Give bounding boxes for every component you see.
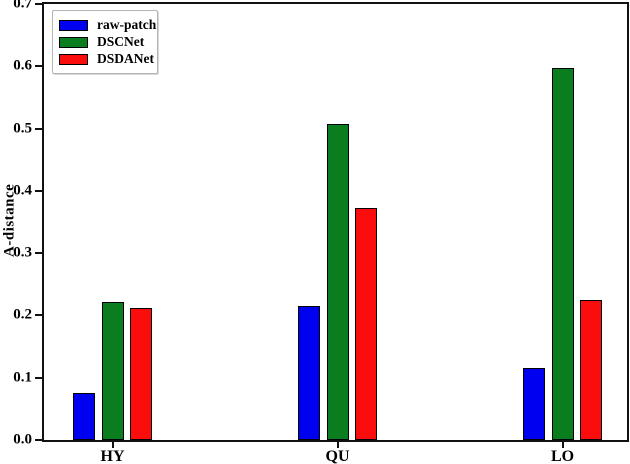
bar-DSCNet-LO: [551, 68, 574, 440]
x-category-label: HY: [100, 448, 125, 464]
x-category-label: LO: [550, 448, 575, 464]
legend-label: raw-patch: [97, 17, 157, 33]
plot-area: 0.0 0.1 0.2 0.3 0.4 0.5 0.6 0.7 HY QU LO: [13, 0, 629, 464]
x-tick: [111, 442, 114, 448]
y-tick: [35, 314, 42, 317]
x-tick: [336, 442, 339, 448]
legend-color-swatch: [59, 36, 88, 48]
y-tick: [35, 189, 42, 192]
x-category-label: QU: [325, 448, 350, 464]
bar-raw-patch-HY: [72, 393, 95, 440]
legend-item: raw-patch: [59, 17, 157, 33]
legend-label: DSCNet: [97, 34, 145, 50]
legend-color-swatch: [59, 53, 88, 65]
y-tick: [35, 65, 42, 68]
y-tick: [35, 439, 42, 441]
bar-DSDANet-LO: [580, 299, 603, 440]
legend-label: DSDANet: [97, 51, 154, 67]
bar-DSDANet-QU: [355, 207, 378, 440]
y-tick: [35, 3, 42, 5]
y-tick: [35, 127, 42, 130]
x-tick: [561, 442, 564, 448]
legend-item: DSDANet: [59, 51, 157, 67]
y-tick-label: 0.6: [13, 57, 32, 74]
legend-color-swatch: [59, 19, 88, 31]
y-tick: [35, 252, 42, 255]
y-tick-label: 0.7: [13, 0, 32, 12]
y-tick-label: 0.1: [13, 369, 32, 386]
bar-DSCNet-QU: [326, 123, 349, 440]
y-tick-label: 0.0: [13, 431, 32, 448]
y-tick-label: 0.4: [13, 182, 32, 199]
bar-DSDANet-HY: [130, 307, 153, 440]
legend-item: DSCNet: [59, 34, 157, 50]
bar-DSCNet-HY: [101, 301, 124, 440]
y-tick-label: 0.5: [13, 120, 32, 137]
bar-raw-patch-LO: [522, 368, 545, 440]
y-tick-label: 0.3: [13, 244, 32, 261]
y-tick: [35, 376, 42, 379]
legend: raw-patch DSCNet DSDANet: [52, 10, 158, 74]
y-tick-label: 0.2: [13, 306, 32, 323]
bar-raw-patch-QU: [297, 306, 320, 440]
